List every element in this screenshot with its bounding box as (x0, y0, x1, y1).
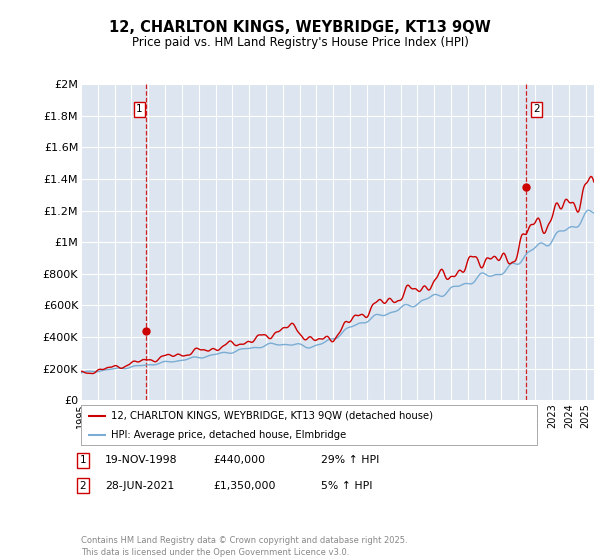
Text: 1: 1 (136, 104, 143, 114)
Text: 29% ↑ HPI: 29% ↑ HPI (321, 455, 379, 465)
Text: 12, CHARLTON KINGS, WEYBRIDGE, KT13 9QW (detached house): 12, CHARLTON KINGS, WEYBRIDGE, KT13 9QW … (110, 411, 433, 421)
Text: 19-NOV-1998: 19-NOV-1998 (105, 455, 178, 465)
Text: 1: 1 (79, 455, 86, 465)
Text: Price paid vs. HM Land Registry's House Price Index (HPI): Price paid vs. HM Land Registry's House … (131, 36, 469, 49)
Text: 2: 2 (533, 104, 540, 114)
Text: HPI: Average price, detached house, Elmbridge: HPI: Average price, detached house, Elmb… (110, 430, 346, 440)
Text: Contains HM Land Registry data © Crown copyright and database right 2025.
This d: Contains HM Land Registry data © Crown c… (81, 536, 407, 557)
Text: 12, CHARLTON KINGS, WEYBRIDGE, KT13 9QW: 12, CHARLTON KINGS, WEYBRIDGE, KT13 9QW (109, 20, 491, 35)
Text: £440,000: £440,000 (213, 455, 265, 465)
Text: 28-JUN-2021: 28-JUN-2021 (105, 480, 174, 491)
Text: £1,350,000: £1,350,000 (213, 480, 275, 491)
Text: 5% ↑ HPI: 5% ↑ HPI (321, 480, 373, 491)
Text: 2: 2 (79, 480, 86, 491)
